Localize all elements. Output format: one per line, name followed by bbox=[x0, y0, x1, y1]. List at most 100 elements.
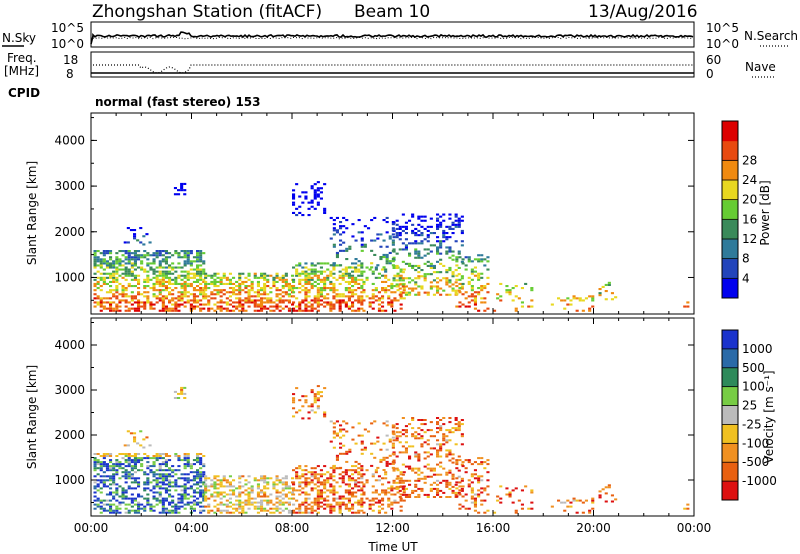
velocity-cell bbox=[199, 511, 203, 514]
velocity-cell bbox=[213, 495, 217, 498]
velocity-cell bbox=[281, 509, 285, 512]
velocity-cell bbox=[442, 437, 446, 440]
velocity-cell bbox=[102, 455, 106, 457]
velocity-cell bbox=[189, 495, 193, 498]
velocity-cell bbox=[351, 465, 355, 468]
velocity-cell bbox=[180, 459, 184, 462]
power-cell bbox=[137, 266, 141, 269]
velocity-cell bbox=[480, 503, 484, 506]
power-cell bbox=[298, 274, 302, 277]
velocity-cell bbox=[396, 469, 400, 472]
velocity-cell bbox=[244, 493, 248, 496]
power-cell bbox=[196, 274, 200, 277]
velocity-cell bbox=[155, 455, 159, 457]
velocity-cell bbox=[158, 469, 162, 472]
power-cell bbox=[127, 258, 131, 261]
power-cell bbox=[483, 264, 487, 267]
power-cell bbox=[189, 250, 193, 253]
velocity-cell bbox=[213, 499, 217, 502]
velocity-cell bbox=[253, 505, 257, 508]
velocity-cell bbox=[137, 501, 141, 504]
velocity-cell bbox=[247, 495, 251, 498]
velocity-cell bbox=[216, 479, 220, 482]
power-cell bbox=[332, 305, 336, 308]
velocity-cell bbox=[411, 445, 415, 448]
power-cell bbox=[238, 303, 242, 306]
velocity-cell bbox=[332, 471, 336, 474]
velocity-cell bbox=[445, 429, 449, 432]
power-cell bbox=[177, 193, 181, 196]
velocity-cell bbox=[115, 465, 119, 468]
power-cell bbox=[451, 250, 455, 253]
power-cell bbox=[143, 254, 147, 257]
velocity-cell bbox=[341, 503, 345, 506]
velocity-cell bbox=[149, 481, 153, 484]
power-cell bbox=[357, 309, 361, 312]
power-cell bbox=[278, 305, 282, 308]
velocity-cell bbox=[301, 481, 305, 484]
power-cell bbox=[423, 254, 427, 257]
power-cell bbox=[460, 244, 464, 247]
power-cell bbox=[323, 287, 327, 290]
power-cell bbox=[115, 262, 119, 265]
velocity-cell bbox=[313, 473, 317, 476]
velocity-cell bbox=[263, 485, 267, 488]
velocity-cell bbox=[423, 441, 427, 444]
power-cell bbox=[316, 201, 320, 204]
velocity-cell bbox=[164, 499, 168, 502]
power-cell bbox=[133, 262, 137, 265]
power-cell bbox=[319, 191, 323, 194]
power-cell bbox=[414, 248, 418, 251]
power-cell bbox=[109, 301, 113, 304]
power-cell bbox=[207, 303, 211, 306]
power-cell bbox=[432, 266, 436, 269]
velocity-cell bbox=[385, 456, 389, 459]
velocity-cell bbox=[391, 462, 395, 465]
power-cell bbox=[109, 256, 113, 259]
power-cell bbox=[192, 305, 196, 308]
velocity-cell bbox=[457, 491, 461, 494]
velocity-cell bbox=[241, 505, 245, 508]
velocity-cell bbox=[292, 509, 296, 512]
velocity-cell bbox=[351, 511, 355, 514]
power-cell bbox=[161, 282, 165, 285]
velocity-cell bbox=[196, 475, 200, 478]
velocity-cell bbox=[332, 487, 336, 490]
velocity-cell bbox=[124, 507, 128, 510]
velocity-cell bbox=[130, 461, 134, 464]
velocity-cell bbox=[408, 457, 412, 460]
velocity-cell bbox=[189, 501, 193, 504]
velocity-cell bbox=[436, 449, 440, 452]
power-cell bbox=[339, 243, 343, 246]
velocity-cell bbox=[222, 509, 226, 512]
velocity-cell bbox=[210, 495, 214, 498]
velocity-cell bbox=[189, 471, 193, 474]
power-cell bbox=[319, 291, 323, 294]
power-cell bbox=[439, 240, 443, 243]
power-cell bbox=[455, 256, 459, 259]
power-cell bbox=[275, 293, 279, 296]
velocity-cell bbox=[473, 509, 477, 512]
power-cell bbox=[272, 285, 276, 288]
velocity-cell bbox=[253, 477, 257, 480]
power-cell bbox=[351, 266, 355, 269]
power-cell bbox=[323, 270, 327, 273]
power-cell bbox=[284, 285, 288, 288]
power-cell bbox=[417, 293, 421, 296]
velocity-cell bbox=[298, 489, 302, 492]
power-cell bbox=[301, 214, 305, 217]
power-cell bbox=[342, 225, 346, 228]
velocity-cell bbox=[121, 467, 125, 470]
power-cell bbox=[345, 249, 349, 252]
velocity-cell bbox=[241, 501, 245, 504]
power-cell bbox=[304, 305, 308, 308]
velocity-cell bbox=[171, 505, 175, 508]
power-cell bbox=[202, 262, 206, 265]
power-cell bbox=[115, 303, 119, 306]
velocity-cell bbox=[332, 479, 336, 482]
velocity-cell bbox=[219, 497, 223, 500]
velocity-cell bbox=[301, 487, 305, 490]
velocity-cell bbox=[477, 481, 481, 484]
velocity-cell bbox=[436, 451, 440, 454]
velocity-cell bbox=[319, 395, 323, 398]
